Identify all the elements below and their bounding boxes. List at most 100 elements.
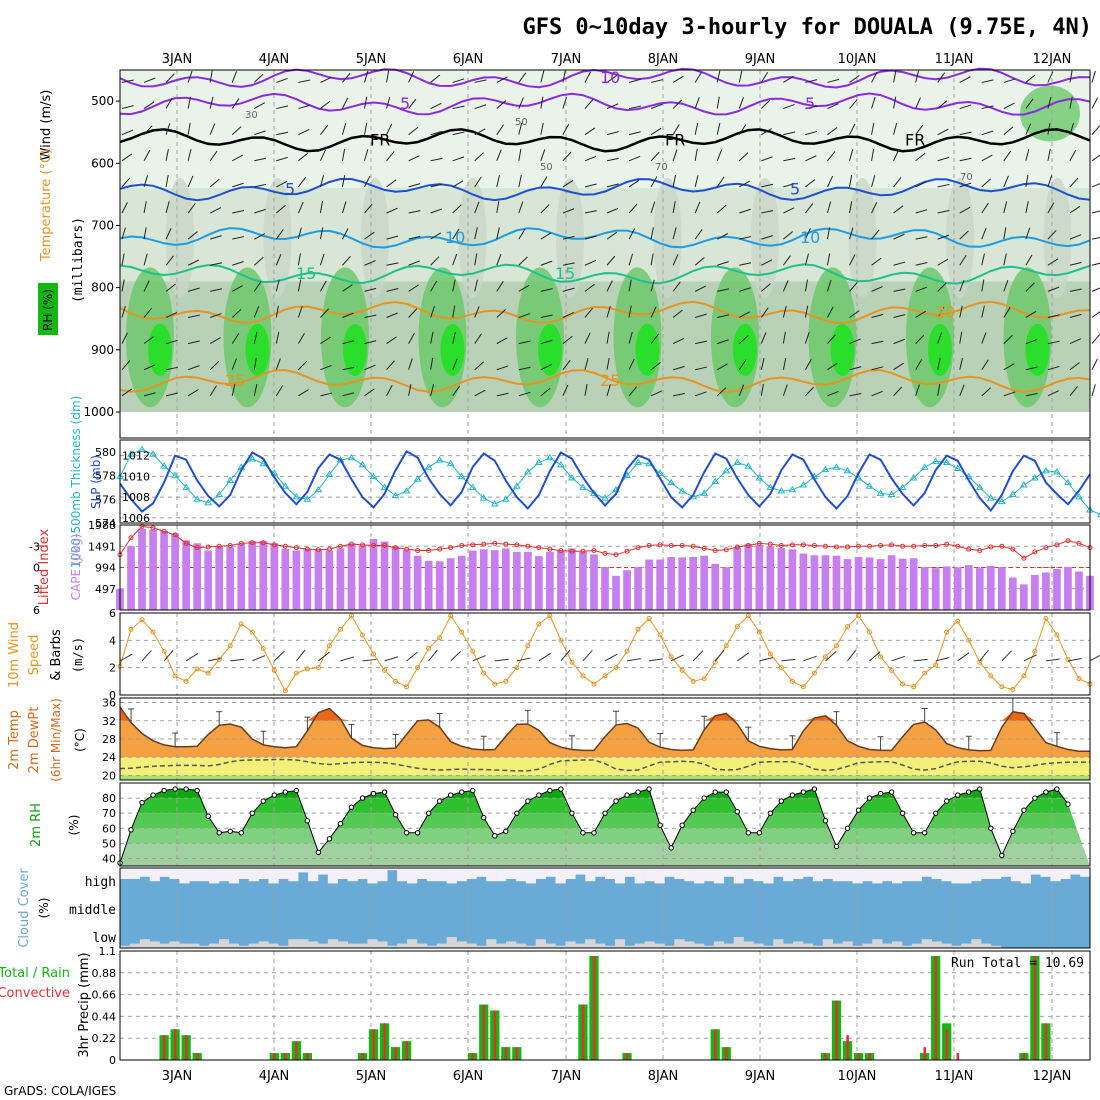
wind-barb (1003, 102, 1015, 109)
wind-barb (452, 279, 456, 292)
wind-barb (386, 179, 397, 188)
isotherm-line (119, 263, 1091, 285)
wind-barb (518, 72, 527, 83)
date-label-top: 3JAN (162, 52, 193, 67)
wind-barb (364, 175, 371, 188)
y-tick-label: 0.88 (92, 967, 117, 980)
wind-barb (320, 100, 331, 109)
y-tick-label: 0.66 (92, 989, 117, 1002)
precip-convective-bar (361, 1053, 364, 1060)
thickness-point (678, 487, 687, 494)
wind-barb (1003, 126, 1014, 136)
cape-bar (821, 555, 830, 610)
cloud-low-bar (535, 939, 546, 948)
rh-point (569, 810, 575, 816)
precip-convective-bar (162, 1035, 166, 1060)
wind-barb (717, 339, 729, 345)
cloud-level-high: high (85, 875, 116, 890)
cape-bar (722, 567, 731, 610)
wind-barb (805, 203, 814, 214)
wind-barb (606, 357, 610, 370)
cloud-high-bar (684, 868, 695, 882)
wind-barb (871, 390, 883, 397)
wind-speed-point (382, 667, 388, 673)
cloud-high-bar (525, 868, 537, 884)
wind-barb (430, 357, 434, 370)
wind-barb (386, 96, 391, 109)
wind-barb (452, 180, 464, 188)
cloud-low-bar (218, 939, 230, 948)
wind-barb (342, 97, 349, 109)
date-label-bottom: 7JAN (551, 1069, 582, 1084)
wind-barb (760, 283, 771, 292)
thickness-point (1019, 481, 1028, 488)
wind-barb (826, 253, 831, 266)
rh-very-high-region (635, 323, 660, 376)
cloud-low-bar (486, 939, 497, 948)
cloud-high-bar (515, 868, 527, 882)
cloud-high-bar (872, 868, 883, 884)
rh-point (447, 792, 454, 798)
cloud-low-bar (961, 943, 972, 948)
wind-barb (981, 253, 985, 266)
rh-point (657, 822, 663, 828)
cloud-low-bar (416, 943, 428, 948)
wind-barb (496, 124, 504, 135)
rh-point (459, 789, 465, 795)
cloud-low-bar (842, 941, 853, 948)
cloud-high-bar (892, 868, 903, 884)
wind-barb (474, 176, 482, 188)
lifted-index-point (602, 550, 608, 556)
cloud-high-bar (387, 868, 398, 871)
cloud-high-bar (189, 868, 200, 882)
wind-barb (893, 149, 900, 161)
wind-barb (937, 357, 941, 370)
wind-barb (937, 209, 950, 214)
cape-bar (535, 556, 543, 610)
rh-point (966, 789, 972, 795)
wind-barb (386, 262, 399, 266)
wind-barb (849, 149, 854, 161)
thickness-point (402, 487, 411, 494)
wind-barb (165, 97, 173, 109)
thickness-point (766, 483, 775, 490)
wind-barb (628, 105, 641, 110)
precip-convective-bar (471, 1053, 475, 1060)
rh-contour-label: 50 (540, 162, 553, 173)
cloud-high-bar (268, 868, 279, 884)
wind-barb (474, 361, 485, 371)
wind-barb (275, 204, 286, 214)
axis-label-cloud: Cloud Cover (17, 868, 32, 948)
cloud-low-bar (496, 943, 507, 948)
wind-barb (1025, 123, 1032, 135)
rh-point (778, 798, 785, 804)
wind-barb (276, 156, 288, 162)
wind-barb (761, 156, 773, 162)
axis-label-speed: Speed (27, 635, 42, 676)
wind-barb (430, 183, 443, 188)
wind-barb (1025, 174, 1029, 187)
cloud-low-bar (605, 945, 616, 948)
wind-barb (937, 72, 946, 83)
wind-barb (915, 209, 928, 214)
precip-convective-bar (857, 1053, 860, 1060)
cloud-low-bar (258, 941, 269, 948)
surface-wind-barb (1001, 650, 1012, 662)
wind-speed-point (878, 654, 884, 660)
rh-point (128, 827, 134, 833)
wind-barb (628, 279, 632, 292)
axis-label-li: Lifted Index (37, 528, 52, 605)
lifted-index-point (944, 541, 950, 547)
wind-barb (165, 201, 170, 214)
wind-barb (959, 157, 972, 162)
thickness-point (270, 469, 279, 476)
wind-barb (297, 333, 305, 344)
wind-barb (319, 149, 326, 161)
wind-barb (143, 227, 147, 240)
wind-barb (650, 390, 663, 397)
wind-barb (782, 280, 789, 292)
wind-speed-point (293, 670, 299, 676)
wind-barb (342, 255, 351, 266)
wind-barb (628, 305, 632, 318)
lifted-index-point (679, 543, 685, 549)
